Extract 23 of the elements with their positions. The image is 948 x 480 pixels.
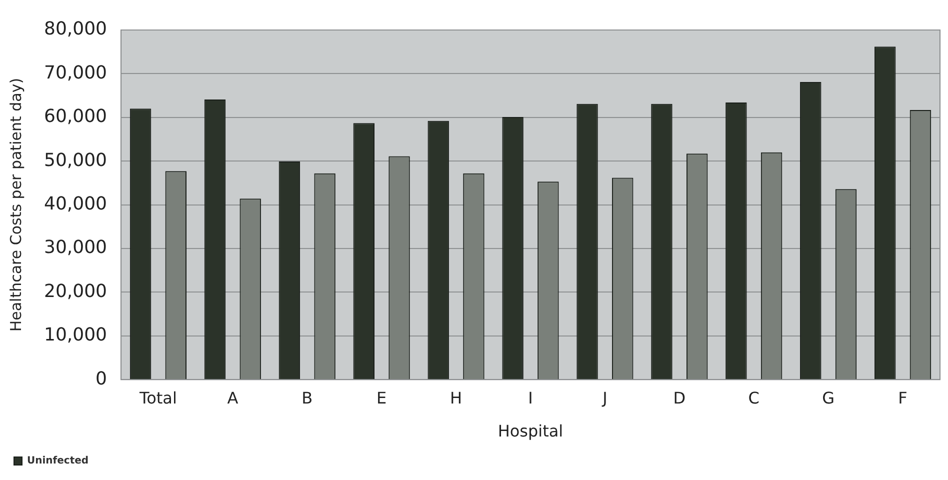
x-tick-label: G — [822, 388, 835, 408]
y-tick-label: 30,000 — [44, 237, 107, 258]
x-tick-label: C — [748, 388, 760, 408]
x-tick-label: Total — [138, 388, 177, 408]
y-tick-label: 60,000 — [44, 106, 107, 128]
x-tick-label: A — [227, 388, 238, 408]
y-tick-label: 50,000 — [44, 150, 107, 171]
y-tick-label: 70,000 — [44, 62, 107, 84]
y-tick-label: 20,000 — [44, 280, 107, 302]
x-tick-label: H — [450, 388, 462, 408]
x-tick-label: I — [528, 388, 533, 408]
y-tick-label: 40,000 — [44, 193, 107, 214]
y-tick-label: 0 — [96, 368, 107, 390]
legend-label: Uninfected — [27, 456, 89, 467]
y-tick-label: 10,000 — [44, 324, 107, 346]
x-tick-label: E — [376, 388, 387, 408]
x-tick-label: J — [602, 388, 608, 408]
x-tick-label: D — [673, 388, 686, 408]
x-tick-label: F — [898, 388, 908, 408]
y-axis-title: Healthcare Costs per patient day) — [6, 78, 25, 332]
x-axis-title: Hospital — [498, 422, 564, 441]
x-tick-label: B — [302, 388, 313, 408]
y-tick-label: 80,000 — [44, 18, 107, 40]
